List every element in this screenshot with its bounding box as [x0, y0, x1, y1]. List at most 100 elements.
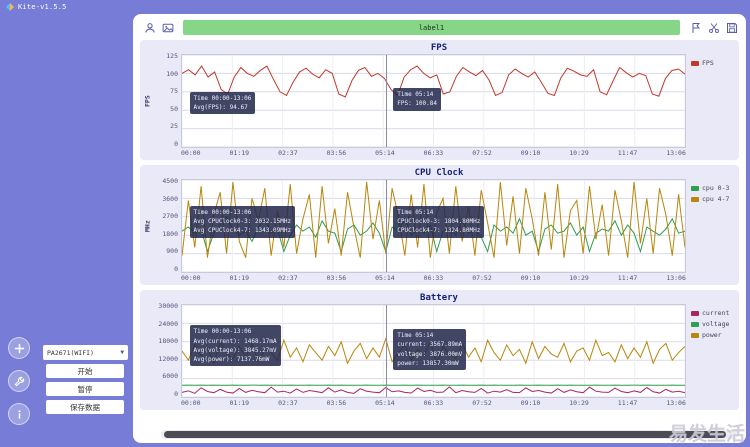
x-tick-label: 02:37: [278, 149, 298, 157]
chevron-down-icon: ▼: [120, 349, 124, 356]
session-label-bar[interactable]: label1: [183, 20, 680, 35]
y-tick-label: 6000: [162, 372, 178, 380]
y-tick-label: 125: [166, 52, 178, 60]
legend-swatch: [691, 321, 699, 327]
device-select-value: PA2671(WIFI): [47, 348, 94, 357]
session-label: label1: [418, 23, 445, 32]
x-tick-label: 06:33: [423, 274, 444, 282]
cpu-plot-area[interactable]: Time 00:00-13:06 Avg CPUClock0-3: 2032.1…: [181, 179, 686, 273]
chart-legend: cpu 0-3 cpu 4-7: [686, 179, 735, 273]
y-tick-label: 50: [170, 104, 178, 113]
y-tick-label: 2700: [162, 212, 178, 220]
battery-chart-panel: Battery 30000 24000 18000 12000 6000 0 Time 0…: [140, 290, 739, 410]
x-tick-label: 02:37: [278, 274, 298, 282]
x-tick-label: 13:06: [666, 149, 686, 157]
legend-item[interactable]: current: [691, 309, 735, 317]
y-tick-label: 0: [174, 139, 178, 148]
legend-item[interactable]: power: [691, 331, 735, 339]
y-tick-label: 25: [170, 122, 178, 130]
y-tick-label: 75: [170, 87, 178, 95]
horizontal-scrollbar-track[interactable]: [161, 430, 738, 439]
x-tick-label: 13:06: [666, 399, 686, 407]
y-tick-label: 18000: [158, 337, 178, 345]
scissors-icon[interactable]: [707, 21, 720, 34]
card-header: label1: [133, 14, 746, 38]
chart-legend: current voltage power: [686, 304, 735, 398]
x-tick-label: 03:56: [326, 274, 347, 282]
window-title: Kite-v1.5.5: [18, 3, 67, 11]
y-axis-label: FPS: [143, 95, 152, 107]
legend-swatch: [691, 310, 699, 316]
x-tick-label: 00:00: [181, 149, 201, 157]
user-icon[interactable]: [143, 21, 156, 34]
y-tick-label: 100: [166, 69, 178, 78]
start-button[interactable]: 开始: [46, 364, 124, 378]
bookmark-icon[interactable]: [689, 21, 702, 34]
y-tick-label: 4500: [162, 177, 178, 185]
x-tick-label: 03:56: [326, 399, 347, 407]
x-tick-label: 07:52: [472, 149, 492, 157]
info-icon: [17, 409, 21, 419]
x-tick-label: 03:56: [326, 149, 347, 157]
x-tick-label: 09:10: [520, 274, 541, 282]
x-tick-label: 05:14: [375, 399, 395, 407]
chart-title: Battery: [420, 293, 458, 303]
x-tick-label: 00:00: [181, 274, 201, 282]
save-icon[interactable]: [725, 21, 738, 34]
x-tick-label: 06:33: [423, 399, 444, 407]
legend-label: power: [702, 331, 722, 339]
x-tick-label: 06:33: [423, 149, 444, 157]
battery-plot-area[interactable]: Time 00:00-13:06 Avg(current): 1468.17mA…: [181, 304, 686, 398]
x-tick-label: 11:47: [617, 399, 638, 407]
info-button[interactable]: [8, 403, 30, 425]
x-tick-label: 10:29: [569, 149, 589, 157]
x-tick-label: 00:00: [181, 399, 201, 407]
x-tick-label: 11:47: [617, 149, 638, 157]
chart-title: CPU Clock: [414, 168, 464, 178]
legend-label: cpu 0-3: [702, 184, 730, 192]
add-device-button[interactable]: [8, 337, 30, 359]
crosshair-line: [385, 305, 387, 397]
legend-label: current: [702, 309, 730, 317]
app-logo-icon: [6, 3, 14, 11]
legend-label: cpu 4-7: [702, 195, 730, 203]
crosshair-line: [385, 55, 387, 147]
crosshair-line: [385, 180, 387, 272]
fps-plot-area[interactable]: Time 00:00-13:06 Avg(FPS): 94.67 Time 05…: [181, 54, 686, 148]
x-axis-ticks: 00:00 01:19 02:37 03:56 05:14 06:33 07:52 09:10…: [181, 274, 686, 283]
horizontal-scrollbar-thumb[interactable]: [164, 431, 726, 438]
x-tick-label: 07:52: [472, 399, 492, 407]
legend-swatch: [691, 332, 699, 338]
x-tick-label: 10:29: [569, 399, 589, 407]
y-tick-label: 3600: [162, 194, 178, 203]
device-select[interactable]: PA2671(WIFI) ▼: [43, 345, 128, 360]
x-tick-label: 11:47: [617, 274, 638, 282]
legend-item[interactable]: cpu 4-7: [691, 195, 735, 203]
x-tick-label: 05:14: [375, 274, 395, 282]
legend-item[interactable]: FPS: [691, 59, 735, 67]
legend-swatch: [691, 196, 699, 202]
save-data-button[interactable]: 保存数据: [46, 400, 124, 414]
x-tick-label: 01:19: [229, 149, 250, 157]
window-titlebar: Kite-v1.5.5: [0, 0, 750, 14]
x-tick-label: 07:52: [472, 274, 492, 282]
wrench-icon: [14, 376, 24, 386]
settings-button[interactable]: [8, 370, 30, 392]
gallery-icon[interactable]: [161, 21, 174, 34]
y-axis-label: [143, 304, 152, 398]
cpu-clock-chart-panel: CPU Clock MHz 4500 3600 2700 1800 900 0 Time …: [140, 165, 739, 285]
x-tick-label: 13:06: [666, 274, 686, 282]
y-axis-label: MHz: [143, 220, 152, 232]
x-tick-label: 01:19: [229, 274, 250, 282]
legend-item[interactable]: cpu 0-3: [691, 184, 735, 192]
chart-title: FPS: [430, 43, 448, 53]
pause-button[interactable]: 暂停: [46, 382, 124, 396]
x-tick-label: 01:19: [229, 399, 250, 407]
y-axis-ticks: 30000 24000 18000 12000 6000 0: [152, 303, 181, 397]
legend-label: FPS: [702, 59, 714, 67]
legend-swatch: [691, 60, 699, 66]
x-tick-label: 02:37: [278, 399, 298, 407]
legend-swatch: [691, 185, 699, 191]
legend-item[interactable]: voltage: [691, 320, 735, 328]
